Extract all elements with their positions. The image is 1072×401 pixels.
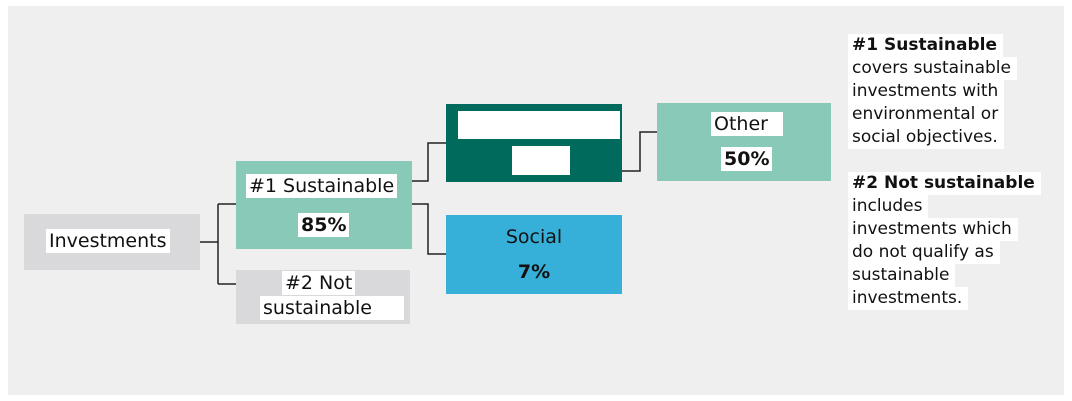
other-percent: 50% (721, 147, 773, 171)
social-label: Social (505, 226, 563, 248)
connector-sustainable-to-social (412, 203, 446, 255)
investments-label: Investments (46, 229, 170, 253)
environmental-label-redacted (458, 111, 620, 139)
legend-sustainable-line: environmental or (848, 103, 1005, 126)
legend-not-sustainable-line: investments. (848, 287, 969, 310)
legend-not-sustainable-line: investments which (848, 218, 1018, 241)
legend-not-sustainable-title: #2 Not sustainable (848, 172, 1041, 195)
sustainable-label: #1 Sustainable (246, 174, 398, 198)
other-label: Other (711, 112, 783, 136)
connector-environmental-to-other (622, 131, 657, 172)
not-sustainable-label-line2: sustainable (260, 296, 404, 320)
legend: #1 Sustainable covers sustainable invest… (848, 34, 1063, 310)
connector-root-to-branches (200, 203, 236, 285)
legend-sustainable-line: investments with (848, 80, 1005, 103)
legend-not-sustainable-line: includes (848, 195, 929, 218)
legend-not-sustainable-line: sustainable (848, 264, 956, 287)
legend-not-sustainable-line: do not qualify as (848, 241, 1000, 264)
legend-sustainable-line: covers sustainable (848, 57, 1017, 80)
connector-sustainable-to-environmental (412, 142, 446, 182)
legend-sustainable-title: #1 Sustainable (848, 34, 1003, 57)
legend-sustainable-line: social objectives. (848, 126, 1004, 149)
environmental-percent-redacted (512, 146, 570, 175)
social-box: Social 7% (446, 215, 622, 294)
sustainable-percent: 85% (298, 213, 350, 237)
social-percent: 7% (517, 261, 551, 283)
legend-spacer (848, 149, 1063, 172)
not-sustainable-label-line1: #2 Not (282, 271, 356, 295)
